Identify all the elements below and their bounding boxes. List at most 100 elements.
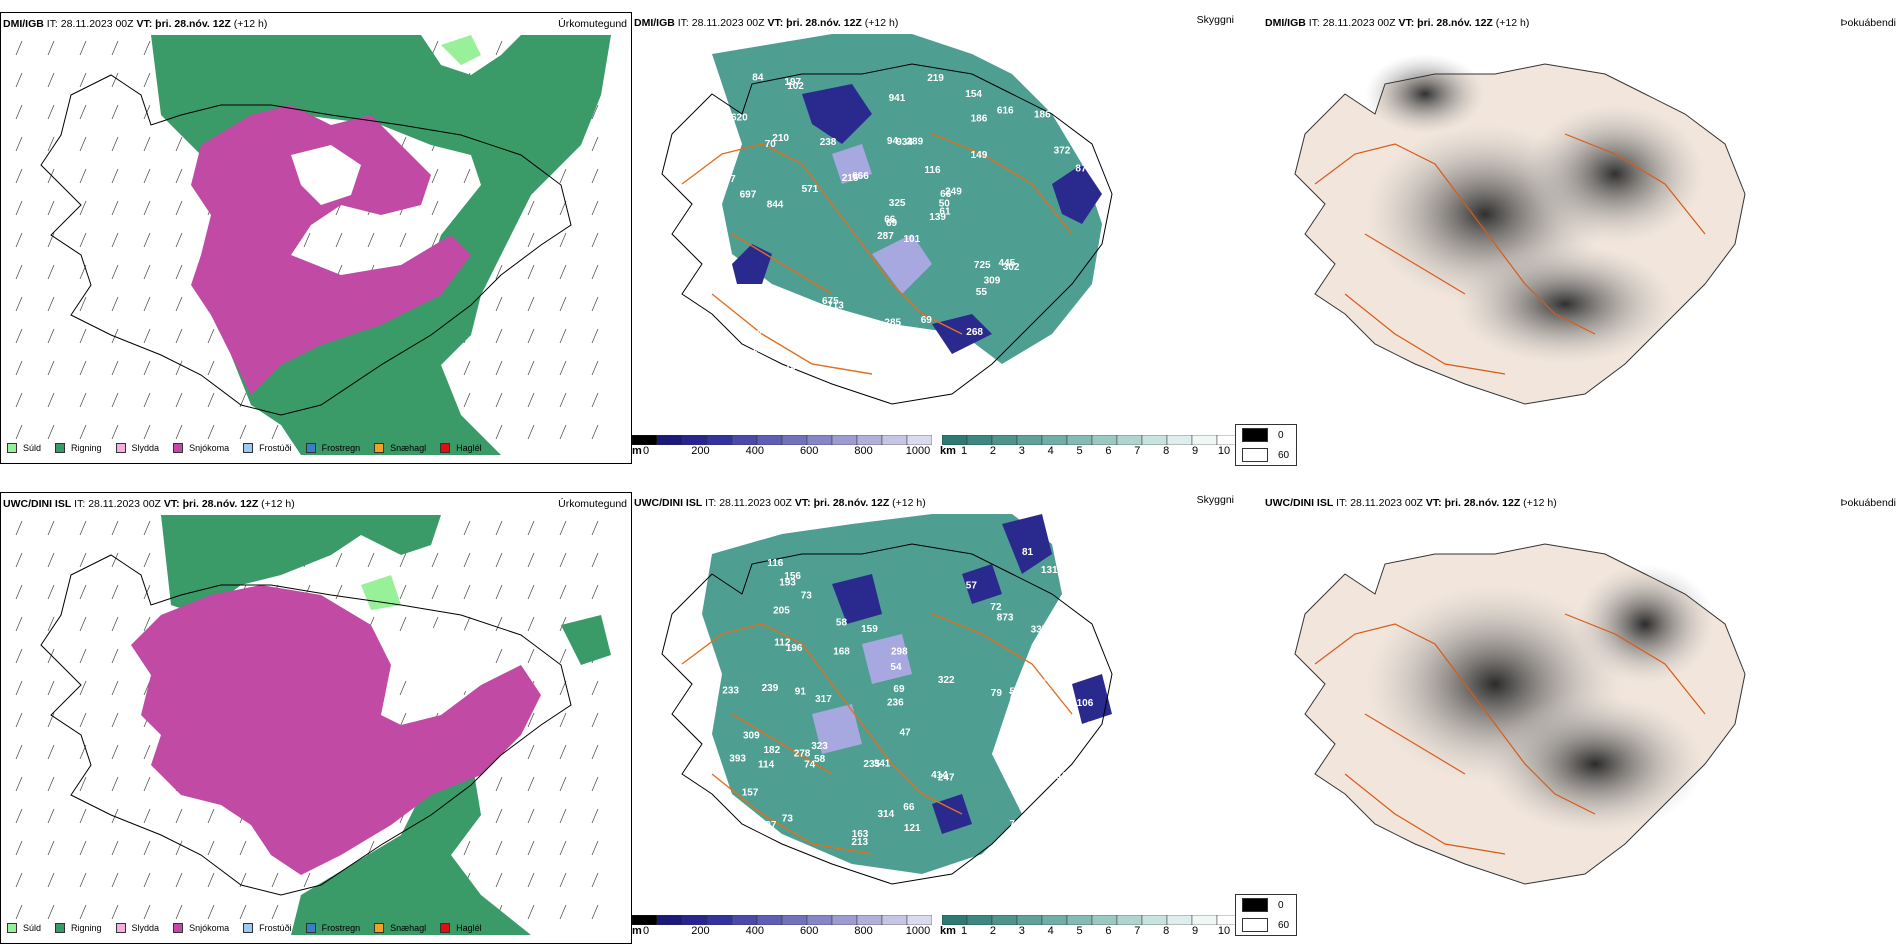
- wind-barb: [111, 584, 119, 600]
- visibility-value-label: 58: [836, 618, 848, 629]
- vt-label: VT:: [1398, 17, 1415, 29]
- wind-barb: [591, 232, 599, 248]
- wind-barb: [47, 328, 55, 344]
- colorbar-cell: [831, 915, 858, 925]
- wind-barb: [527, 200, 535, 216]
- precip-panel-1: DMI/IGB IT: 28.11.2023 00Z VT: þri. 28.n…: [0, 12, 632, 464]
- colorbar-cell: [966, 435, 993, 445]
- visibility-value-label: 278: [794, 749, 811, 760]
- lavender-area: [812, 634, 912, 754]
- wind-barb: [143, 424, 151, 440]
- colorbar-cell: [806, 435, 833, 445]
- wind-barb: [431, 40, 439, 56]
- wind-barb: [111, 136, 119, 152]
- panel-header: DMI/IGB IT: 28.11.2023 00Z VT: þri. 28.n…: [3, 18, 267, 31]
- wind-barb: [79, 904, 87, 920]
- wind-barb: [15, 808, 23, 824]
- colorbar-cell: [1141, 435, 1168, 445]
- wind-barb: [15, 360, 23, 376]
- wind-barb: [527, 424, 535, 440]
- visibility-value-label: 233: [722, 685, 739, 696]
- colorbar-cell: [1016, 435, 1043, 445]
- wind-barb: [527, 808, 535, 824]
- visibility-value-label: 116: [924, 165, 941, 176]
- colorbar-cell: [1166, 915, 1193, 925]
- visibility-value-label: 50: [821, 353, 833, 364]
- wind-barb: [559, 648, 567, 664]
- colorbar-tick-label: 10: [1217, 445, 1231, 457]
- visibility-value-label: 247: [938, 772, 955, 783]
- wind-barb: [47, 552, 55, 568]
- wind-barb: [431, 552, 439, 568]
- legend-item-rigning: Rigning: [55, 923, 102, 933]
- visibility-value-label: 97: [765, 820, 777, 831]
- wind-barb: [15, 552, 23, 568]
- rain-area: [161, 515, 611, 935]
- visibility-value-label: 58: [814, 754, 826, 765]
- visibility-value-label: 239: [762, 683, 779, 694]
- visibility-value-label: 182: [764, 745, 781, 756]
- legend-swatch: [173, 443, 184, 453]
- wind-barb: [463, 840, 471, 856]
- wind-barb: [47, 392, 55, 408]
- wind-barb: [79, 40, 87, 56]
- legend-white-box: [1242, 448, 1268, 462]
- wind-barb: [495, 808, 503, 824]
- wind-barb: [143, 872, 151, 888]
- wind-barb: [47, 200, 55, 216]
- wind-barb: [47, 424, 55, 440]
- visibility-value-label: 54: [890, 662, 902, 673]
- wind-barb: [559, 808, 567, 824]
- wind-barb: [431, 168, 439, 184]
- colorbar-tick-label: 800: [854, 445, 873, 457]
- wind-barb: [591, 296, 599, 312]
- it-value: 28.11.2023 00Z: [60, 18, 134, 30]
- wind-barb: [143, 520, 151, 536]
- visibility-value-label: 219: [1051, 771, 1068, 782]
- colorbar-cell: [1016, 915, 1043, 925]
- legend-item-slydda: Slydda: [115, 443, 159, 453]
- wind-barb: [527, 616, 535, 632]
- wind-barb: [47, 872, 55, 888]
- wind-barb: [527, 328, 535, 344]
- wind-barb: [559, 360, 567, 376]
- wind-barb: [175, 264, 183, 280]
- wind-barb: [559, 744, 567, 760]
- legend-item-snæhagl: Snæhagl: [374, 443, 426, 453]
- visibility-value-label: 221: [1058, 634, 1075, 645]
- wind-barb: [463, 360, 471, 376]
- colorbar-tick-label: 0: [642, 925, 650, 937]
- vt-value: þri. 28.nóv. 12Z: [786, 17, 862, 29]
- legend-label: Haglél: [456, 923, 482, 933]
- wind-barb: [559, 200, 567, 216]
- legend-label: 0: [1278, 429, 1284, 441]
- wind-barb: [527, 904, 535, 920]
- wind-barb: [79, 392, 87, 408]
- wind-barb: [79, 200, 87, 216]
- vt-label: VT:: [767, 17, 784, 29]
- wind-barb: [559, 680, 567, 696]
- iceland-outline: [40, 74, 572, 416]
- visibility-value-label: 61: [939, 207, 951, 218]
- colorbar-tick-label: 200: [691, 925, 710, 937]
- wind-barb: [495, 840, 503, 856]
- legend-label: Rigning: [71, 923, 102, 933]
- wind-barb: [111, 808, 119, 824]
- colorbar-tick-label: 3: [1018, 445, 1025, 457]
- height-colorbar: [632, 915, 932, 925]
- legend-swatch: [243, 443, 254, 453]
- visibility-value-label: 101: [904, 234, 921, 245]
- visibility-map: 79 73 53 47 66 159 236 278 341 106 74 73 163 221 97 228…: [661, 514, 1113, 885]
- colorbar-cell: [1216, 435, 1242, 445]
- wind-barb: [143, 136, 151, 152]
- wind-barb: [591, 328, 599, 344]
- colorbar-cell: [856, 435, 883, 445]
- panel-header: UWC/DINI ISL IT: 28.11.2023 00Z VT: þri.…: [1265, 497, 1557, 510]
- colorbar-cell: [1116, 915, 1143, 925]
- wind-barb: [559, 168, 567, 184]
- wind-barb: [175, 424, 183, 440]
- wind-barb: [47, 584, 55, 600]
- colorbar-cell: [731, 435, 758, 445]
- visibility-value-label: 289: [907, 137, 924, 148]
- legend-label: Haglél: [456, 443, 482, 453]
